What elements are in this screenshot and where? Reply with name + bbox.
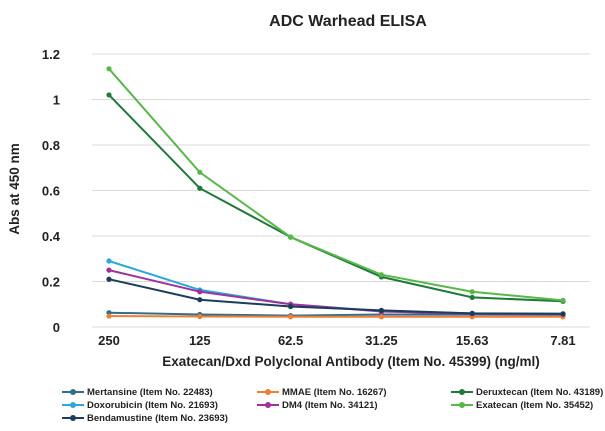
legend-swatch <box>257 386 279 398</box>
legend-swatch <box>62 412 84 424</box>
legend-swatch <box>62 399 84 411</box>
x-tick-label: 7.81 <box>550 333 575 348</box>
data-point <box>197 185 203 191</box>
chart: ADC Warhead ELISA 0 0.2 0.4 0.6 0.8 1 1.2 250 1… <box>7 13 590 369</box>
x-tick-label: 125 <box>189 333 211 348</box>
legend-item: MMAE (Item No. 16267) <box>257 386 387 398</box>
data-point <box>106 66 112 72</box>
y-tick-label: 0.8 <box>42 138 60 153</box>
data-point <box>106 92 112 98</box>
data-point <box>560 297 566 303</box>
x-tick-label: 31.25 <box>365 333 398 348</box>
legend-label: Mertansine (Item No. 22483) <box>87 386 213 398</box>
y-tick-label: 1.2 <box>42 47 60 62</box>
data-point <box>197 289 203 295</box>
x-tick-label: 62.5 <box>278 333 303 348</box>
legend-item: Deruxtecan (Item No. 43189) <box>451 386 603 398</box>
series-6 <box>106 276 566 317</box>
data-point <box>378 307 384 313</box>
legend-item: Bendamustine (Item No. 23693) <box>62 412 228 424</box>
y-tick-label: 1 <box>53 93 60 108</box>
data-point <box>106 258 112 264</box>
series-4 <box>106 267 566 317</box>
legend-label: Deruxtecan (Item No. 43189) <box>476 386 604 398</box>
series-line <box>108 278 564 315</box>
y-tick-label: 0 <box>53 320 60 335</box>
data-point <box>378 272 384 278</box>
y-tick-label: 0.6 <box>42 184 60 199</box>
legend-swatch <box>257 399 279 411</box>
data-point <box>106 313 112 319</box>
legend-item: Doxorubicin (Item No. 21693) <box>62 399 218 411</box>
data-point <box>197 169 203 175</box>
x-tick-label: 250 <box>98 333 120 348</box>
data-point <box>197 297 203 303</box>
series-line <box>108 94 564 303</box>
series-5 <box>106 66 566 303</box>
legend-swatch <box>62 386 84 398</box>
data-point <box>106 267 112 273</box>
legend-item: DM4 (Item No. 34121) <box>257 399 378 411</box>
legend: Mertansine (Item No. 22483) MMAE (Item No… <box>62 386 603 431</box>
legend-label: Bendamustine (Item No. 23693) <box>87 412 228 424</box>
y-axis-label: Abs at 450 nm <box>7 143 22 235</box>
gridlines <box>92 53 590 328</box>
legend-item: Mertansine (Item No. 22483) <box>62 386 213 398</box>
legend-swatch <box>451 399 473 411</box>
legend-label: MMAE (Item No. 16267) <box>282 386 387 398</box>
chart-title: ADC Warhead ELISA <box>269 13 427 30</box>
data-point <box>469 310 475 316</box>
legend-label: Exatecan (Item No. 35452) <box>476 399 594 411</box>
series-lines <box>106 66 566 320</box>
y-tick-label: 0.4 <box>42 229 61 244</box>
data-point <box>197 313 203 320</box>
x-axis-label: Exatecan/Dxd Polyclonal Antibody (Item N… <box>162 354 540 369</box>
data-point <box>469 294 475 301</box>
legend-label: Doxorubicin (Item No. 21693) <box>87 399 218 411</box>
x-tick-label: 15.63 <box>456 333 489 348</box>
series-line <box>108 315 563 318</box>
series-line <box>108 68 564 302</box>
legend-swatch <box>451 386 473 398</box>
x-tick-labels: 250 125 62.5 31.25 15.63 7.81 <box>98 333 576 348</box>
data-point <box>288 314 294 320</box>
data-point <box>106 276 112 282</box>
data-point <box>560 311 566 317</box>
legend-label: DM4 (Item No. 34121) <box>282 399 378 411</box>
series-line <box>108 260 564 315</box>
series-2 <box>106 92 566 304</box>
data-point <box>288 234 294 240</box>
data-point <box>469 289 475 295</box>
legend-item: Exatecan (Item No. 35452) <box>451 399 593 411</box>
data-point <box>288 303 294 310</box>
y-tick-label: 0.2 <box>42 275 60 290</box>
y-tick-labels: 0 0.2 0.4 0.6 0.8 1 1.2 <box>42 47 61 335</box>
data-point <box>378 314 384 320</box>
